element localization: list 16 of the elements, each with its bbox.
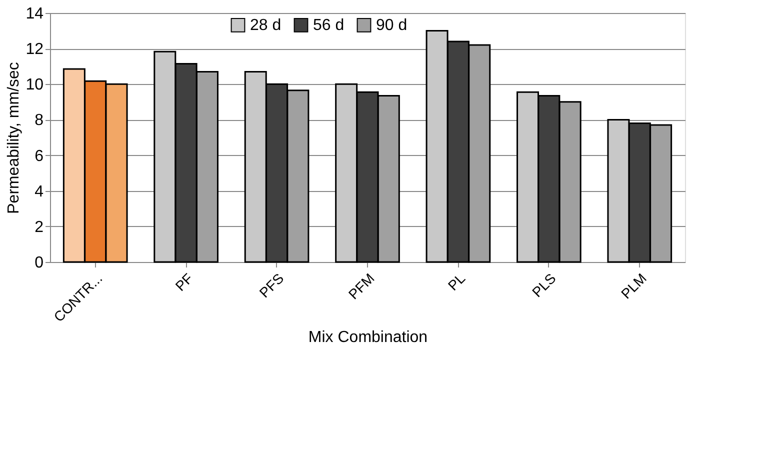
y-tick-label: 4 (34, 183, 44, 200)
y-axis-title: Permeability, mm/sec (6, 62, 23, 214)
legend-label: 90 d (376, 17, 408, 34)
y-tick-label: 8 (34, 112, 44, 130)
y-tick-label: 6 (34, 148, 44, 165)
legend-label: 28 d (250, 17, 282, 34)
legend-label: 56 d (313, 17, 344, 34)
x-tick-label: PF (172, 270, 196, 294)
y-tick-label: 14 (26, 6, 44, 22)
x-axis-title: Mix Combination (308, 328, 428, 346)
y-tick-label: 10 (26, 76, 44, 94)
x-tick-label: PLS (528, 270, 559, 300)
y-tick-label: 12 (26, 41, 44, 58)
y-tick-label: 2 (34, 218, 44, 236)
y-tick-label: 0 (34, 254, 44, 272)
x-tick-label: PL (444, 270, 468, 294)
